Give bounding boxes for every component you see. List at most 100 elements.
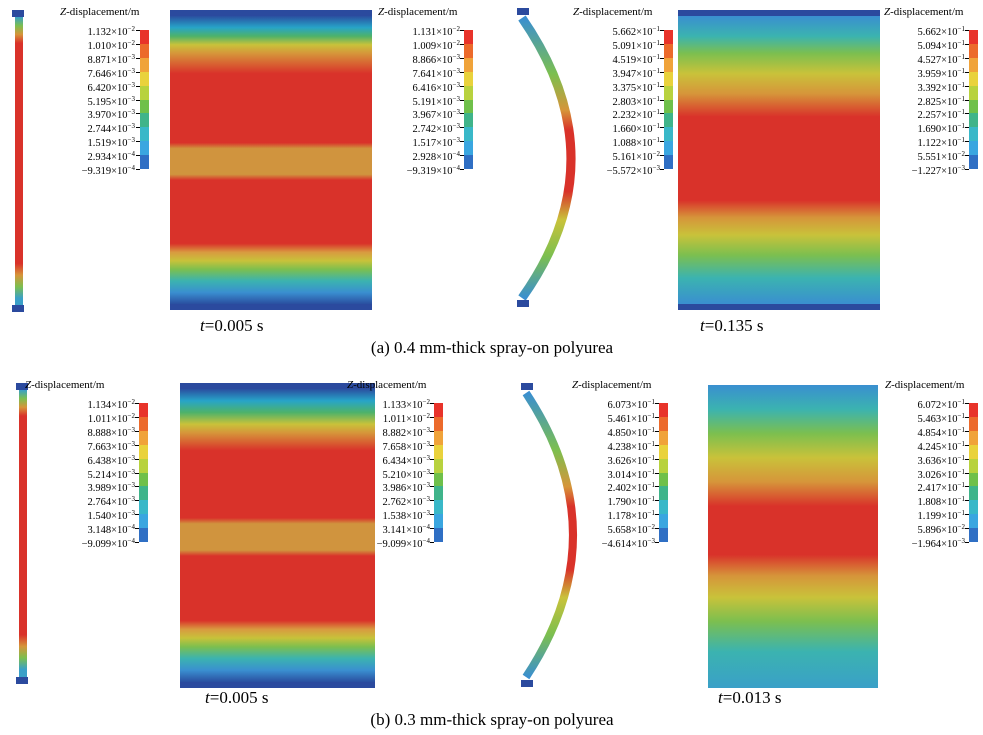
exponent: −1 <box>648 468 655 476</box>
colorbar-segment <box>969 431 978 445</box>
exponent: −1 <box>648 412 655 420</box>
legend-title: Z-displacement/m <box>572 379 651 391</box>
legend-title: Z-displacement/m <box>573 6 652 18</box>
exponent: −1 <box>958 426 965 434</box>
colorbar-tick <box>655 431 659 432</box>
colorbar-segment <box>969 72 978 86</box>
exponent: −1 <box>958 95 965 103</box>
exponent: −1 <box>648 454 655 462</box>
colorbar-tick <box>965 58 969 59</box>
exponent: −3 <box>453 53 460 61</box>
colorbar-segment <box>664 86 673 100</box>
colorbar-tick <box>430 528 434 529</box>
exponent: −1 <box>653 136 660 144</box>
exponent: −1 <box>958 481 965 489</box>
colorbar-segment <box>659 473 668 487</box>
colorbar-segment <box>140 58 149 72</box>
colorbar-segment <box>464 30 473 44</box>
colorbar-tick <box>135 514 139 515</box>
colorbar-segment <box>969 155 978 169</box>
exponent: −3 <box>128 81 135 89</box>
exponent: −3 <box>128 136 135 144</box>
exponent: −3 <box>128 454 135 462</box>
exponent: −2 <box>648 523 655 531</box>
colorbar-tick <box>965 72 969 73</box>
exponent: −3 <box>453 108 460 116</box>
colorbar-tick <box>430 403 434 404</box>
colorbar-tick <box>460 127 464 128</box>
colorbar-segment <box>969 127 978 141</box>
colorbar-segment <box>969 30 978 44</box>
colorbar-segment <box>969 514 978 528</box>
colorbar-tick <box>660 86 664 87</box>
colorbar-tick <box>430 486 434 487</box>
exponent: −3 <box>423 481 430 489</box>
colorbar-tick <box>655 528 659 529</box>
colorbar-segment <box>464 44 473 58</box>
time-label: t=0.005 s <box>200 316 263 336</box>
colorbar-segment <box>659 486 668 500</box>
clamp <box>517 300 529 307</box>
legend-label: −9.319×10−4 <box>370 162 460 178</box>
exponent: −2 <box>128 412 135 420</box>
exponent: −3 <box>128 108 135 116</box>
legend-label: −9.319×10−4 <box>45 162 135 178</box>
colorbar-tick <box>965 155 969 156</box>
colorbar-segment <box>464 141 473 155</box>
mantissa: −9.099×10 <box>82 539 128 550</box>
exponent: −1 <box>958 440 965 448</box>
colorbar-segment <box>664 30 673 44</box>
colorbar-segment <box>140 44 149 58</box>
colorbar-tick <box>460 169 464 170</box>
colorbar-segment <box>434 431 443 445</box>
colorbar-tick <box>460 30 464 31</box>
colorbar-tick <box>655 486 659 487</box>
exponent: −4 <box>423 537 430 545</box>
colorbar-tick <box>655 500 659 501</box>
colorbar-tick <box>965 542 969 543</box>
colorbar-tick <box>430 514 434 515</box>
colorbar-segment <box>139 431 148 445</box>
time-label: t=0.005 s <box>205 688 268 708</box>
colorbar-segment <box>969 141 978 155</box>
colorbar-segment <box>464 58 473 72</box>
colorbar-segment <box>969 528 978 542</box>
colorbar-tick <box>430 459 434 460</box>
exponent: −3 <box>958 164 965 172</box>
colorbar-tick <box>136 100 140 101</box>
colorbar-tick <box>655 445 659 446</box>
colorbar-tick <box>135 431 139 432</box>
exponent: −1 <box>958 25 965 33</box>
colorbar-tick <box>135 500 139 501</box>
colorbar-tick <box>655 459 659 460</box>
colorbar-tick <box>965 473 969 474</box>
colorbar-tick <box>135 445 139 446</box>
colorbar-tick <box>965 514 969 515</box>
exponent: −1 <box>958 53 965 61</box>
colorbar-segment <box>434 403 443 417</box>
exponent: −4 <box>453 164 460 172</box>
colorbar-tick <box>460 86 464 87</box>
exponent: −1 <box>958 454 965 462</box>
exponent: −2 <box>958 150 965 158</box>
exponent: −3 <box>423 495 430 503</box>
mantissa: −9.099×10 <box>377 539 423 550</box>
colorbar-tick <box>965 30 969 31</box>
colorbar-tick <box>135 403 139 404</box>
colorbar-segment <box>659 500 668 514</box>
colorbar-tick <box>965 459 969 460</box>
colorbar-segment <box>139 528 148 542</box>
colorbar-segment <box>464 113 473 127</box>
caption: (a) 0.4 mm-thick spray-on polyurea <box>371 338 613 358</box>
colorbar-segment <box>659 445 668 459</box>
colorbar-segment <box>969 459 978 473</box>
exponent: −1 <box>648 509 655 517</box>
exponent: −4 <box>128 537 135 545</box>
colorbar-tick <box>965 44 969 45</box>
exponent: −1 <box>648 495 655 503</box>
exponent: −3 <box>453 95 460 103</box>
exponent: −3 <box>128 495 135 503</box>
exponent: −2 <box>128 39 135 47</box>
time-label: t=0.135 s <box>700 316 763 336</box>
colorbar-segment <box>139 486 148 500</box>
